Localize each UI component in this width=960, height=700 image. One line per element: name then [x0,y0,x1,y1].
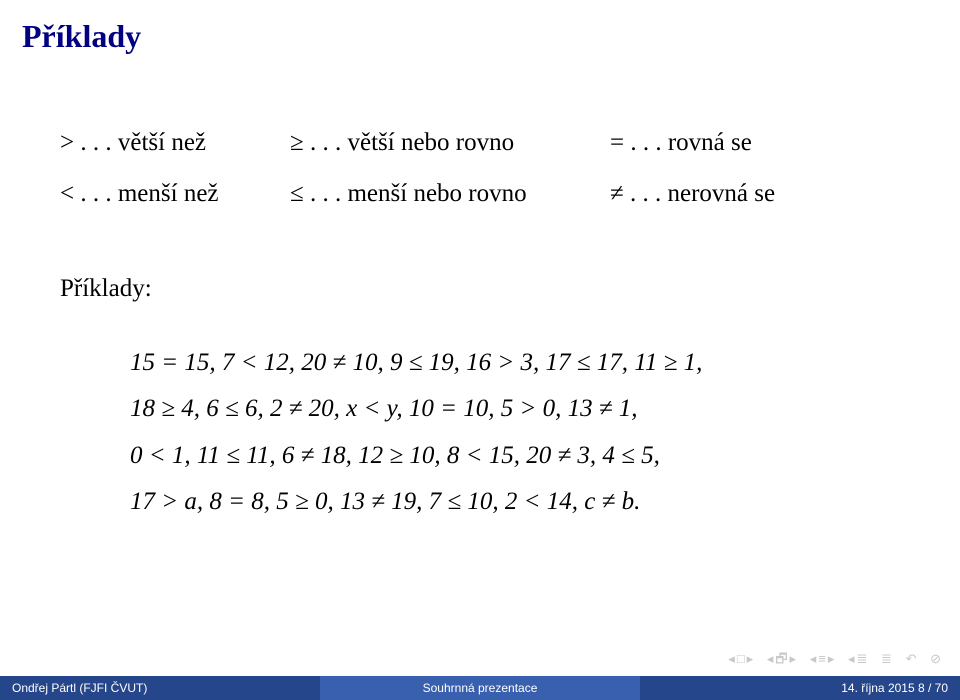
page-title: Příklady [22,18,141,55]
cell-le: ≤ . . . menší nebo rovno [290,171,610,216]
beamer-nav-icons: ◂□▸ ◂🗗▸ ◂≡▸ ◂≣ ≣ ↶ ⊘ [725,650,946,672]
math-line-4: 17 > a, 8 = 8, 5 ≥ 0, 13 ≠ 19, 7 ≤ 10, 2… [130,479,880,525]
examples-label: Příklady: [60,275,152,303]
footer-title: Souhrnná prezentace [320,676,640,700]
nav-last-icon[interactable]: ◂≣ [848,651,869,666]
nav-next-icon[interactable]: ◂≡▸ [810,651,837,666]
math-block: 15 = 15, 7 < 12, 20 ≠ 10, 9 ≤ 19, 16 > 3… [130,340,880,525]
nav-section-icon[interactable]: ≣ [881,651,894,666]
txt-ge: . . . větší nebo rovno [310,129,514,156]
slide: Příklady > . . . větší než ≥ . . . větší… [0,0,960,700]
txt-le: . . . menší nebo rovno [310,180,527,207]
txt-lt: . . . menší než [80,180,218,207]
relations-row-2: < . . . menší než ≤ . . . menší nebo rov… [60,171,900,216]
math-line-3: 0 < 1, 11 ≤ 11, 6 ≠ 18, 12 ≥ 10, 8 < 15,… [130,433,880,479]
footer-author: Ondřej Pártl (FJFI ČVUT) [0,676,320,700]
footer: Ondřej Pártl (FJFI ČVUT) Souhrnná prezen… [0,676,960,700]
math-line-1: 15 = 15, 7 < 12, 20 ≠ 10, 9 ≤ 19, 16 > 3… [130,340,880,386]
cell-ge: ≥ . . . větší nebo rovno [290,120,610,165]
sym-gt: > [60,129,74,156]
cell-ne: ≠ . . . nerovná se [610,171,900,216]
txt-eq: . . . rovná se [630,129,752,156]
sym-eq: = [610,129,624,156]
txt-ne: . . . nerovná se [630,180,775,207]
sym-ge: ≥ [290,129,304,156]
sym-le: ≤ [290,180,304,207]
nav-first-icon[interactable]: ◂□▸ [728,651,755,666]
cell-eq: = . . . rovná se [610,120,900,165]
sym-lt: < [60,180,74,207]
nav-search-icon[interactable]: ⊘ [930,651,943,666]
cell-gt: > . . . větší než [60,120,290,165]
cell-lt: < . . . menší než [60,171,290,216]
math-line-2: 18 ≥ 4, 6 ≤ 6, 2 ≠ 20, x < y, 10 = 10, 5… [130,386,880,432]
footer-date-page: 14. října 2015 8 / 70 [640,676,960,700]
sym-ne: ≠ [610,180,624,207]
nav-back-icon[interactable]: ↶ [906,651,919,666]
nav-prev-icon[interactable]: ◂🗗▸ [767,651,798,666]
relations-table: > . . . větší než ≥ . . . větší nebo rov… [60,120,900,222]
relations-row-1: > . . . větší než ≥ . . . větší nebo rov… [60,120,900,165]
txt-gt: . . . větší než [80,129,206,156]
